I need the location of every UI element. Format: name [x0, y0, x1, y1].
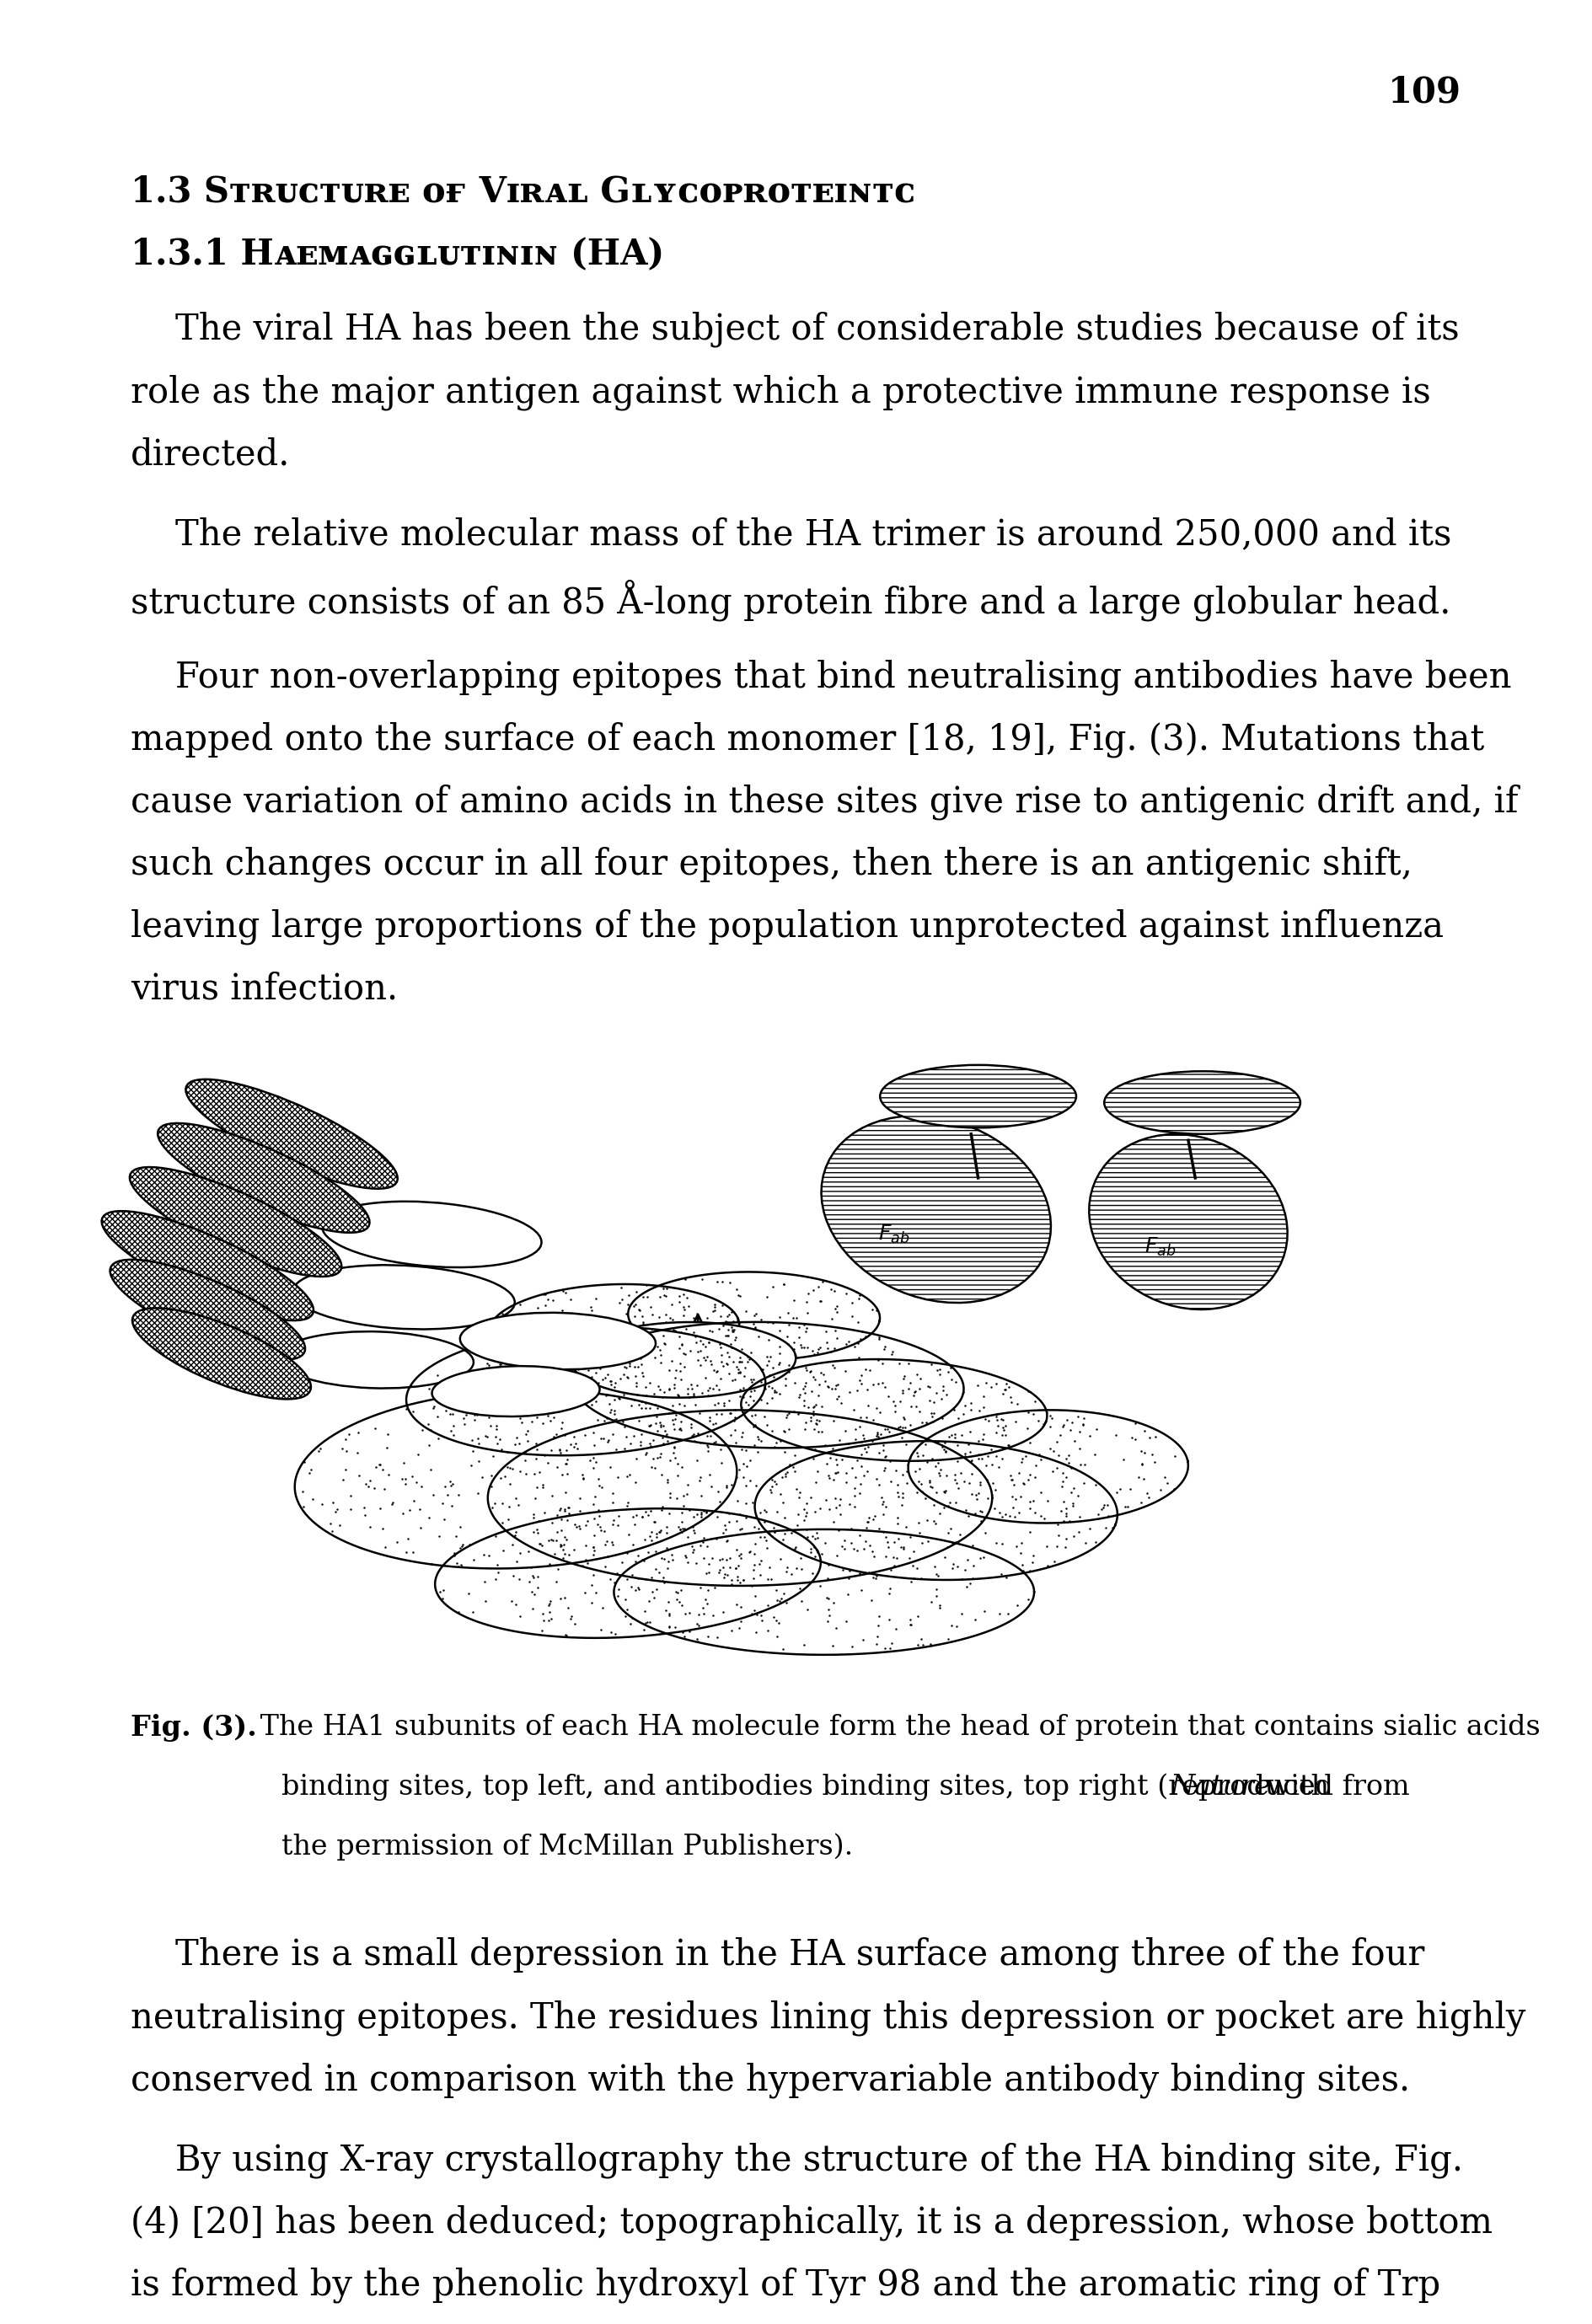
Polygon shape — [572, 1322, 963, 1448]
Ellipse shape — [821, 1116, 1051, 1304]
Polygon shape — [629, 1271, 880, 1360]
Ellipse shape — [1089, 1134, 1288, 1308]
Ellipse shape — [431, 1367, 600, 1418]
Text: leaving large proportions of the population unprotected against influenza: leaving large proportions of the populat… — [131, 909, 1444, 944]
Polygon shape — [572, 1322, 796, 1397]
Ellipse shape — [880, 1064, 1076, 1127]
Ellipse shape — [129, 1167, 342, 1276]
Text: 1.3.1 Hᴀᴇᴍᴀɢɢʟᴜᴛɪɴɪɴ (HA): 1.3.1 Hᴀᴇᴍᴀɢɢʟᴜᴛɪɴɪɴ (HA) — [131, 237, 664, 272]
Text: $F_{ab}$: $F_{ab}$ — [879, 1222, 909, 1246]
Ellipse shape — [158, 1122, 369, 1232]
Text: conserved in comparison with the hypervariable antibody binding sites.: conserved in comparison with the hyperva… — [131, 2061, 1411, 2099]
Polygon shape — [435, 1508, 821, 1638]
Text: The HA1 subunits of each HA molecule form the head of protein that contains sial: The HA1 subunits of each HA molecule for… — [252, 1715, 1541, 1741]
Polygon shape — [489, 1285, 739, 1373]
Text: There is a small depression in the HA surface among three of the four: There is a small depression in the HA su… — [131, 1938, 1425, 1973]
Text: Fig. (3).: Fig. (3). — [131, 1715, 256, 1743]
Text: $F_{ab}$: $F_{ab}$ — [1145, 1236, 1176, 1257]
Polygon shape — [755, 1441, 1118, 1580]
Polygon shape — [907, 1411, 1188, 1522]
Text: with: with — [1258, 1773, 1329, 1801]
Ellipse shape — [110, 1260, 306, 1360]
Text: directed.: directed. — [131, 437, 290, 472]
Text: virus infection.: virus infection. — [131, 971, 398, 1006]
Text: binding sites, top left, and antibodies binding sites, top right (reproduced fro: binding sites, top left, and antibodies … — [282, 1773, 1418, 1801]
Polygon shape — [740, 1360, 1048, 1462]
Ellipse shape — [132, 1308, 310, 1399]
Ellipse shape — [279, 1332, 473, 1387]
Text: such changes occur in all four epitopes, then there is an antigenic shift,: such changes occur in all four epitopes,… — [131, 846, 1412, 883]
Polygon shape — [487, 1411, 992, 1585]
Text: By using X-ray crystallography the structure of the HA binding site, Fig.: By using X-ray crystallography the struc… — [131, 2143, 1463, 2178]
Text: (4) [20] has been deduced; topographically, it is a depression, whose bottom: (4) [20] has been deduced; topographical… — [131, 2205, 1492, 2240]
Text: neutralising epitopes. The residues lining this depression or pocket are highly: neutralising epitopes. The residues lini… — [131, 1999, 1525, 2036]
Ellipse shape — [1105, 1071, 1301, 1134]
Text: The viral HA has been the subject of considerable studies because of its: The viral HA has been the subject of con… — [131, 311, 1460, 349]
Text: 1.3 Sᴛʀᴜᴄᴛᴜʀᴇ ᴏғ Vɪʀᴀʟ Gʟʏᴄᴏᴘʀᴏᴛᴇɪɴᴛᴄ: 1.3 Sᴛʀᴜᴄᴛᴜʀᴇ ᴏғ Vɪʀᴀʟ Gʟʏᴄᴏᴘʀᴏᴛᴇɪɴᴛᴄ — [131, 174, 915, 209]
Text: structure consists of an 85 Å-long protein fibre and a large globular head.: structure consists of an 85 Å-long prote… — [131, 579, 1450, 621]
Text: the permission of McMillan Publishers).: the permission of McMillan Publishers). — [282, 1834, 853, 1859]
Ellipse shape — [460, 1313, 656, 1369]
Text: cause variation of amino acids in these sites give rise to antigenic drift and, : cause variation of amino acids in these … — [131, 783, 1519, 820]
Ellipse shape — [102, 1211, 314, 1320]
Polygon shape — [295, 1390, 737, 1569]
Polygon shape — [615, 1529, 1035, 1655]
Text: Nature: Nature — [1170, 1773, 1270, 1801]
Polygon shape — [406, 1327, 766, 1455]
Text: The relative molecular mass of the HA trimer is around 250,000 and its: The relative molecular mass of the HA tr… — [131, 516, 1452, 553]
Ellipse shape — [293, 1264, 514, 1329]
Ellipse shape — [322, 1202, 541, 1267]
Text: Four non-overlapping epitopes that bind neutralising antibodies have been: Four non-overlapping epitopes that bind … — [131, 660, 1511, 695]
Ellipse shape — [186, 1078, 398, 1188]
Text: 109: 109 — [1388, 74, 1461, 109]
Text: is formed by the phenolic hydroxyl of Tyr 98 and the aromatic ring of Trp: is formed by the phenolic hydroxyl of Ty… — [131, 2266, 1441, 2303]
Text: role as the major antigen against which a protective immune response is: role as the major antigen against which … — [131, 374, 1431, 409]
Text: mapped onto the surface of each monomer [18, 19], Fig. (3). Mutations that: mapped onto the surface of each monomer … — [131, 720, 1484, 758]
